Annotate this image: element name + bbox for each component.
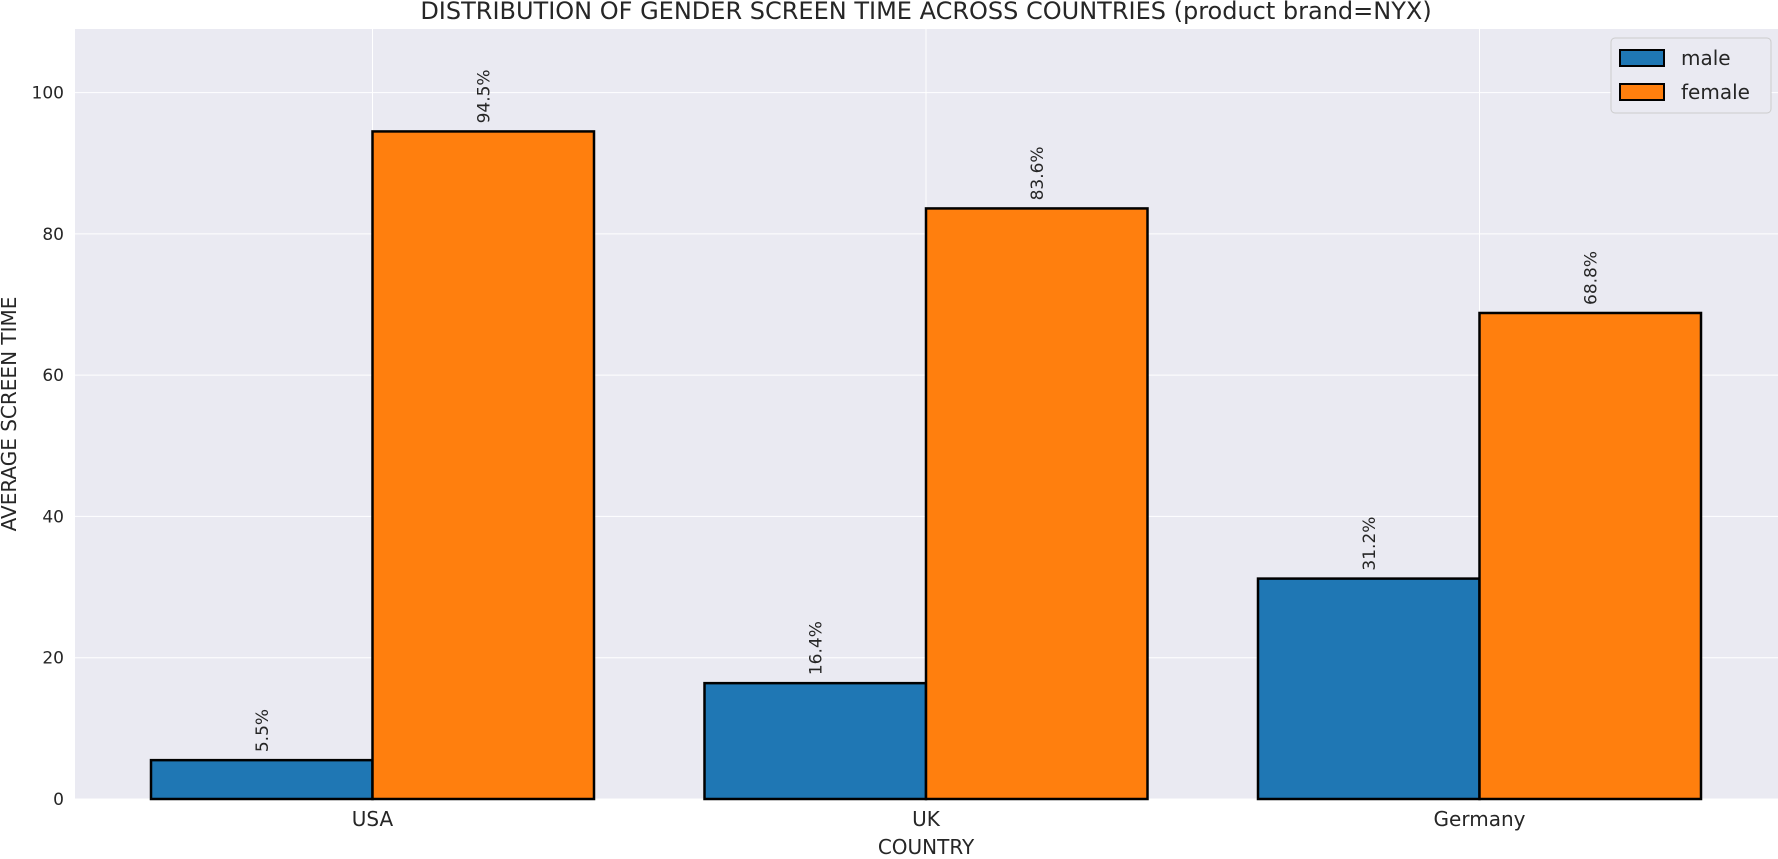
bar-female-uk bbox=[924, 207, 1149, 801]
bar-female-germany bbox=[1478, 311, 1703, 801]
bar-female-usa bbox=[371, 130, 596, 801]
y-tick-label: 20 bbox=[42, 649, 64, 669]
legend-swatch-male bbox=[1619, 49, 1665, 67]
y-tick-label: 100 bbox=[32, 84, 64, 104]
x-tick-label: Germany bbox=[1434, 807, 1526, 831]
legend-label-male: male bbox=[1681, 46, 1731, 70]
bars bbox=[149, 130, 1703, 801]
bar-male-germany bbox=[1256, 577, 1481, 801]
legend: male female bbox=[1610, 37, 1772, 114]
x-axis-ticks: USA UK Germany bbox=[352, 807, 1526, 831]
x-tick-label: USA bbox=[352, 807, 394, 831]
bar-value-label: 68.8% bbox=[1581, 251, 1601, 305]
y-tick-label: 0 bbox=[53, 790, 64, 810]
bar-value-label: 31.2% bbox=[1360, 517, 1380, 571]
bar-value-label: 94.5% bbox=[474, 69, 494, 123]
legend-swatch-female bbox=[1619, 83, 1665, 101]
y-tick-label: 80 bbox=[42, 225, 64, 245]
y-axis-title: AVERAGE SCREEN TIME bbox=[0, 297, 21, 532]
bar-male-uk bbox=[703, 681, 928, 801]
y-tick-label: 40 bbox=[42, 507, 64, 527]
y-axis-ticks: 0 20 40 60 80 100 bbox=[32, 84, 64, 810]
x-tick-label: UK bbox=[912, 807, 941, 831]
chart-title: DISTRIBUTION OF GENDER SCREEN TIME ACROS… bbox=[420, 0, 1431, 25]
bar-male-usa bbox=[149, 758, 374, 801]
bar-labels: 5.5% 16.4% 31.2% 94.5% 83.6% 68.8% bbox=[253, 69, 1602, 752]
bar-value-label: 5.5% bbox=[253, 709, 273, 752]
bar-value-label: 83.6% bbox=[1028, 146, 1048, 200]
bar-value-label: 16.4% bbox=[806, 621, 826, 675]
legend-label-female: female bbox=[1681, 80, 1750, 104]
y-tick-label: 60 bbox=[42, 366, 64, 386]
x-axis-title: COUNTRY bbox=[878, 835, 975, 859]
